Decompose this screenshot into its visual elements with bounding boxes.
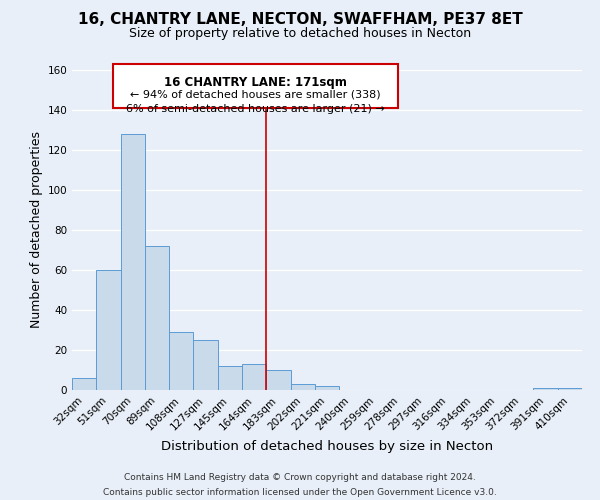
Bar xyxy=(121,134,145,390)
Bar xyxy=(218,366,242,390)
Text: Contains public sector information licensed under the Open Government Licence v3: Contains public sector information licen… xyxy=(103,488,497,497)
Bar xyxy=(558,388,582,390)
Text: Contains HM Land Registry data © Crown copyright and database right 2024.: Contains HM Land Registry data © Crown c… xyxy=(124,473,476,482)
X-axis label: Distribution of detached houses by size in Necton: Distribution of detached houses by size … xyxy=(161,440,493,453)
Bar xyxy=(193,340,218,390)
Text: ← 94% of detached houses are smaller (338): ← 94% of detached houses are smaller (33… xyxy=(130,89,381,99)
Text: 6% of semi-detached houses are larger (21) →: 6% of semi-detached houses are larger (2… xyxy=(126,104,385,114)
Bar xyxy=(145,246,169,390)
Bar xyxy=(290,384,315,390)
Text: Size of property relative to detached houses in Necton: Size of property relative to detached ho… xyxy=(129,28,471,40)
Text: 16, CHANTRY LANE, NECTON, SWAFFHAM, PE37 8ET: 16, CHANTRY LANE, NECTON, SWAFFHAM, PE37… xyxy=(77,12,523,28)
Y-axis label: Number of detached properties: Number of detached properties xyxy=(30,132,43,328)
Bar xyxy=(96,270,121,390)
Bar xyxy=(169,332,193,390)
Text: 16 CHANTRY LANE: 171sqm: 16 CHANTRY LANE: 171sqm xyxy=(164,76,347,90)
Bar xyxy=(72,378,96,390)
FancyBboxPatch shape xyxy=(113,64,398,108)
Bar xyxy=(242,364,266,390)
Bar xyxy=(266,370,290,390)
Bar xyxy=(533,388,558,390)
Bar xyxy=(315,386,339,390)
